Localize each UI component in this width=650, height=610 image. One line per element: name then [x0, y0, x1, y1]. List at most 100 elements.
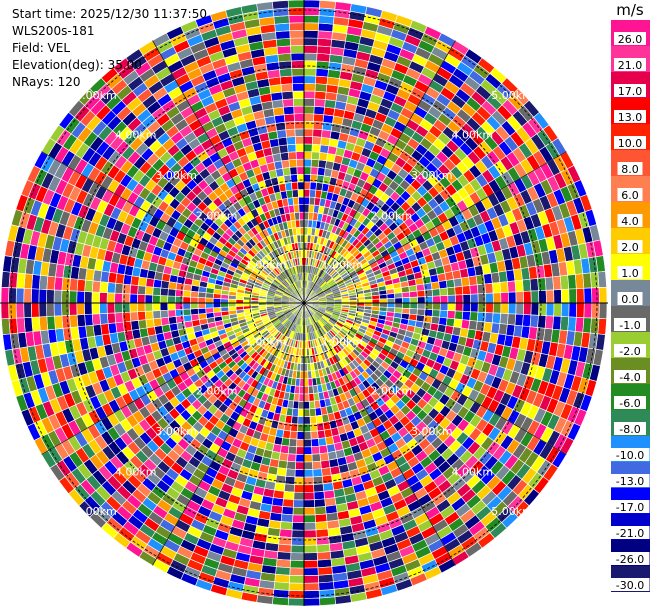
- velocity-bin: [275, 558, 291, 569]
- velocity-bin: [272, 588, 290, 599]
- velocity-bin: [313, 98, 326, 108]
- velocity-bin: [299, 378, 305, 387]
- velocity-bin: [416, 308, 426, 316]
- velocity-bin: [439, 309, 449, 319]
- velocity-bin: [303, 370, 309, 380]
- velocity-bin: [319, 144, 330, 154]
- velocity-bin: [311, 151, 321, 161]
- velocity-bin: [515, 302, 524, 315]
- velocity-bin: [283, 174, 292, 184]
- velocity-bin: [276, 551, 292, 561]
- velocity-bin: [320, 136, 331, 147]
- velocity-bin: [212, 297, 222, 304]
- velocity-bin: [303, 60, 318, 69]
- velocity-bin: [152, 286, 162, 296]
- velocity-bin: [303, 158, 312, 168]
- velocity-bin: [386, 293, 396, 299]
- velocity-bin: [568, 288, 578, 304]
- velocity-bin: [303, 537, 318, 546]
- velocity-bin: [68, 290, 78, 304]
- velocity-bin: [507, 302, 517, 315]
- velocity-bin: [277, 459, 288, 470]
- velocity-bin: [167, 288, 177, 297]
- velocity-bin: [470, 302, 479, 313]
- velocity-bin: [417, 302, 426, 310]
- velocity-bin: [454, 286, 464, 296]
- velocity-bin: [402, 297, 411, 304]
- velocity-bin: [107, 282, 116, 294]
- velocity-bin: [303, 151, 313, 160]
- velocity-bin: [220, 302, 229, 308]
- velocity-bin: [292, 90, 305, 100]
- velocity-bin: [296, 431, 305, 440]
- velocity-bin: [316, 543, 331, 553]
- velocity-bin: [284, 475, 296, 485]
- colorbar-tick-label: -10.0: [616, 449, 644, 462]
- velocity-bin: [297, 416, 305, 425]
- velocity-bin: [522, 314, 532, 328]
- velocity-bin: [271, 596, 289, 606]
- velocity-bin: [122, 311, 132, 323]
- velocity-bin: [38, 288, 48, 304]
- velocity-bin: [294, 211, 300, 221]
- velocity-bin: [313, 498, 326, 508]
- velocity-bin: [303, 105, 315, 115]
- velocity-bin: [99, 291, 108, 304]
- velocity-bin: [137, 276, 148, 287]
- velocity-bin: [99, 281, 109, 294]
- velocity-bin: [460, 319, 471, 330]
- velocity-bin: [454, 310, 464, 320]
- velocity-bin: [303, 431, 312, 440]
- velocity-bin: [1, 270, 11, 288]
- velocity-bin: [314, 407, 323, 417]
- velocity-bin: [576, 302, 585, 318]
- velocity-bin: [292, 506, 305, 516]
- velocity-bin: [315, 521, 329, 531]
- velocity-bin: [468, 275, 478, 286]
- colorbar-tick-label: -1.0: [619, 319, 640, 332]
- velocity-bin: [312, 460, 322, 470]
- velocity-bin: [76, 314, 86, 328]
- velocity-bin: [288, 582, 305, 592]
- velocity-bin: [288, 7, 305, 16]
- velocity-bin: [293, 491, 305, 501]
- velocity-bin: [311, 143, 321, 153]
- colorbar-unit: m/s: [616, 1, 644, 19]
- velocity-bin: [279, 75, 293, 85]
- velocity-bin: [394, 302, 403, 309]
- velocity-bin: [91, 313, 101, 326]
- velocity-bin: [298, 385, 305, 395]
- velocity-bin: [23, 302, 32, 318]
- velocity-bin: [303, 544, 318, 554]
- velocity-bin: [567, 274, 577, 290]
- velocity-bin: [114, 292, 123, 304]
- velocity-bin: [567, 316, 577, 332]
- velocity-bin: [0, 286, 10, 304]
- velocity-bin: [69, 278, 79, 292]
- velocity-bin: [287, 453, 297, 463]
- velocity-bin: [290, 45, 305, 54]
- velocity-bin: [280, 513, 294, 523]
- velocity-bin: [84, 313, 94, 327]
- velocity-bin: [293, 105, 305, 115]
- velocity-bin: [190, 308, 199, 316]
- velocity-bin: [46, 315, 56, 331]
- velocity-bin: [290, 52, 305, 62]
- velocity-bin: [454, 294, 464, 304]
- velocity-bin: [303, 529, 317, 539]
- velocity-bin: [303, 83, 316, 92]
- field-name: Field: VEL: [12, 41, 71, 55]
- velocity-bin: [182, 308, 192, 316]
- velocity-bin: [296, 166, 305, 175]
- velocity-bin: [303, 181, 311, 190]
- velocity-bin: [197, 297, 206, 304]
- velocity-bin: [287, 0, 305, 9]
- velocity-bin: [492, 292, 502, 304]
- velocity-bin: [430, 281, 440, 290]
- velocity-bin: [308, 400, 316, 410]
- velocity-bin: [38, 302, 48, 318]
- velocity-bin: [69, 314, 79, 328]
- velocity-bin: [303, 166, 312, 175]
- velocity-bin: [296, 423, 305, 433]
- velocity-bin: [299, 219, 305, 228]
